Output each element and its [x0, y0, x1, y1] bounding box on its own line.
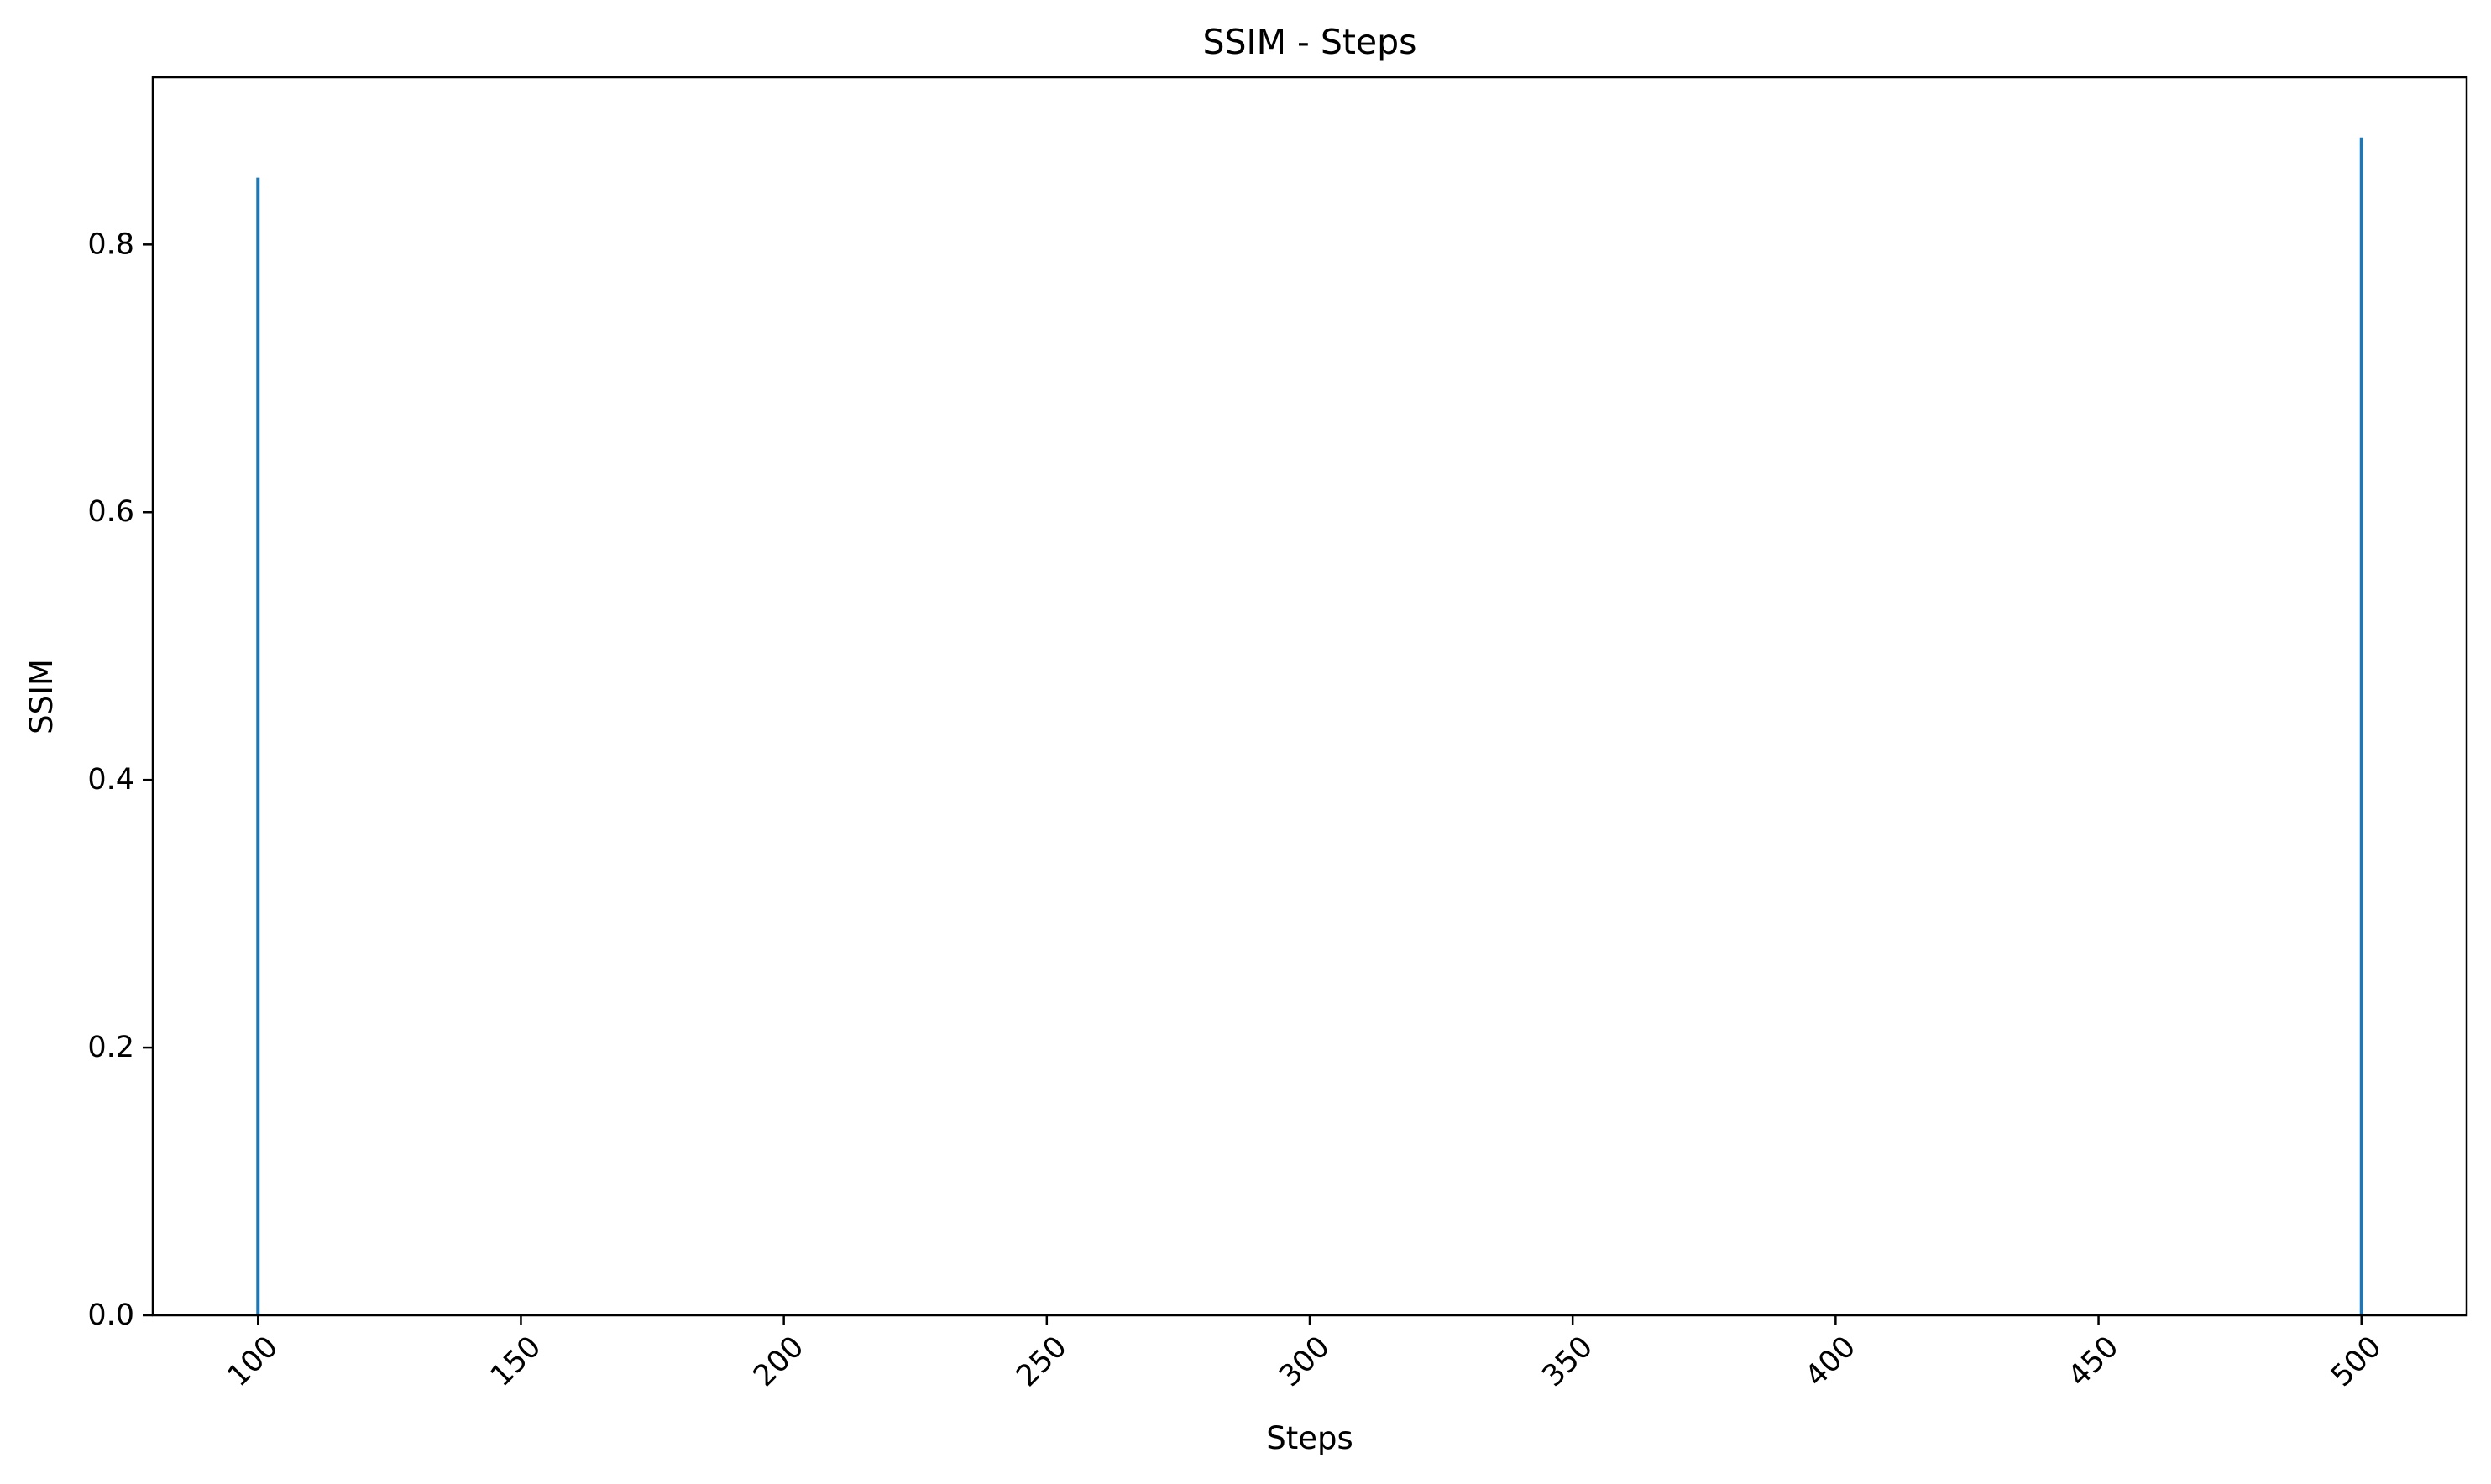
bars-layer [256, 137, 2363, 1315]
plot-area-frame [151, 76, 2468, 1317]
y-tick-label-0.8: 0.8 [87, 227, 134, 261]
y-tick-label-0.2: 0.2 [87, 1031, 134, 1064]
chart-title: SSIM - Steps [1202, 22, 1416, 62]
y-tick-label-0.6: 0.6 [87, 495, 134, 529]
y-axis-label: SSIM [24, 659, 60, 734]
y-tick-label-0.4: 0.4 [87, 763, 134, 797]
y-tick-label-0.0: 0.0 [87, 1298, 134, 1332]
x-axis-label: Steps [1266, 1420, 1353, 1456]
